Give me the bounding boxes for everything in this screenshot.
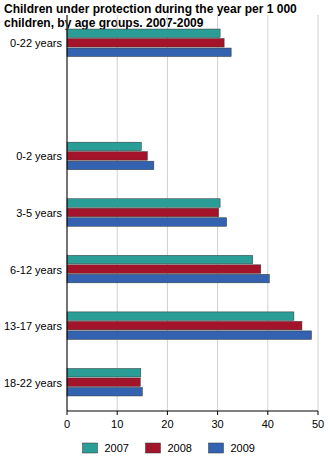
bar [67, 265, 261, 274]
bar [67, 378, 140, 387]
tick-label: 10 [111, 418, 123, 430]
bar [67, 274, 269, 283]
tick-mark [267, 411, 268, 415]
tick-label: 50 [312, 418, 324, 430]
tick-label: 30 [211, 418, 223, 430]
legend-label: 2008 [168, 442, 192, 454]
grid-line [318, 15, 319, 411]
bar [67, 312, 294, 321]
tick-label: 0 [64, 418, 70, 430]
category-label: 13-17 years [4, 320, 63, 332]
grid-line [267, 15, 268, 411]
grid-line [67, 15, 68, 411]
tick-mark [117, 411, 118, 415]
y-axis [67, 15, 68, 411]
bar [67, 321, 302, 330]
bar [67, 255, 253, 263]
bar [67, 368, 141, 377]
legend-swatch [209, 443, 224, 453]
bar [67, 142, 141, 151]
tick-label: 20 [161, 418, 173, 430]
bar [67, 29, 220, 37]
bar [67, 161, 154, 170]
bar [67, 208, 219, 217]
tick-mark [67, 411, 68, 415]
bar [67, 387, 142, 396]
chart-title: Children under protection during the yea… [4, 2, 304, 30]
bar [67, 218, 227, 227]
legend-swatch [146, 443, 161, 453]
tick-label: 40 [262, 418, 274, 430]
bar [67, 331, 311, 340]
bar [67, 48, 231, 57]
legend-label: 2007 [105, 442, 129, 454]
category-label: 0-22 years [10, 37, 62, 49]
bar [67, 199, 220, 208]
category-label: 6-12 years [10, 264, 62, 276]
category-label: 0-2 years [16, 150, 62, 162]
legend-swatch [83, 443, 98, 453]
legend-label: 2009 [231, 442, 255, 454]
x-axis [67, 411, 318, 412]
bar [67, 39, 224, 48]
chart: 0 10 20 30 40 50 0-22 years 0-2 years 3-5 years 6… [0, 0, 334, 474]
tick-mark [167, 411, 168, 415]
category-label: 18-22 years [4, 377, 63, 389]
tick-mark [318, 411, 319, 415]
category-label: 3-5 years [16, 207, 62, 219]
bar [67, 152, 147, 161]
tick-mark [217, 411, 218, 415]
